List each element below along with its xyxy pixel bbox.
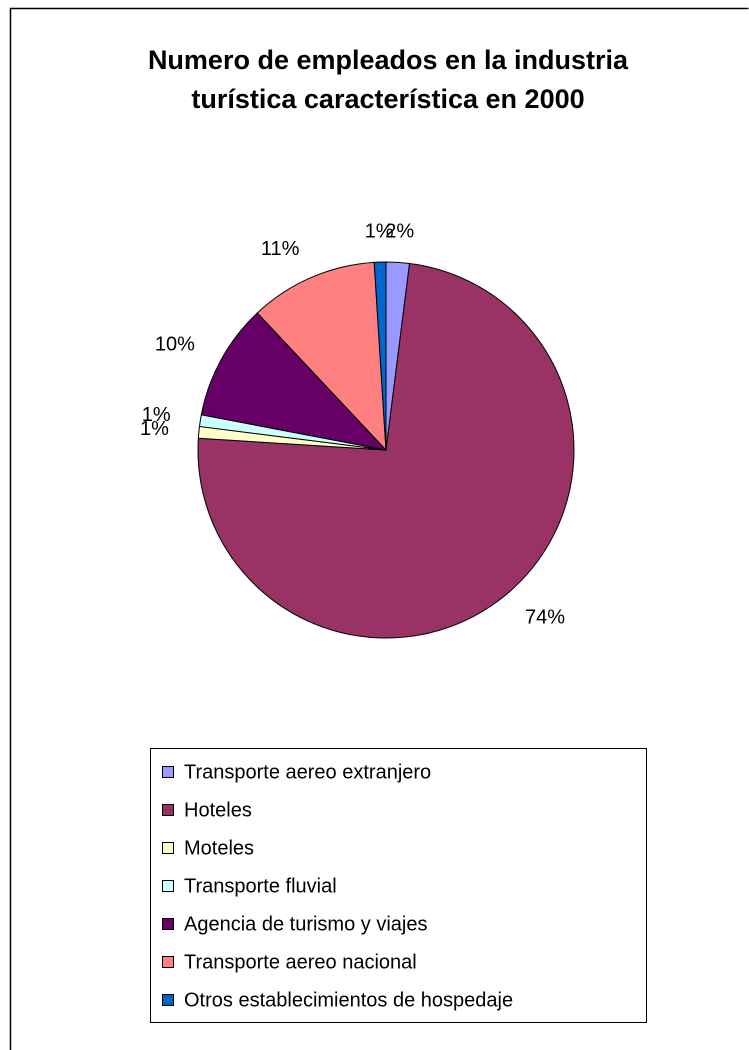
legend-label: Moteles xyxy=(184,837,254,859)
chart-title: turística característica en 2000 xyxy=(191,84,584,114)
legend-label: Hoteles xyxy=(184,799,252,821)
legend-swatch xyxy=(162,956,174,968)
data-label: 11% xyxy=(261,238,300,260)
legend-label: Transporte aereo extranjero xyxy=(184,761,431,783)
data-label: 1% xyxy=(140,418,169,440)
data-label: 10% xyxy=(155,333,195,355)
legend-label: Agencia de turismo y viajes xyxy=(184,913,427,935)
chart-frame xyxy=(9,7,749,1050)
pie-slice xyxy=(197,262,575,639)
data-label: 2% xyxy=(385,221,414,243)
chart-title: Numero de empleados en la industria xyxy=(148,45,629,75)
pie-slice xyxy=(256,261,387,452)
legend-label: Transporte fluvial xyxy=(184,875,337,897)
legend-swatch xyxy=(162,804,174,816)
legend-label: Otros establecimientos de hospedaje xyxy=(184,989,513,1011)
legend-swatch xyxy=(162,918,174,930)
data-label: 74% xyxy=(525,606,565,628)
legend-swatch xyxy=(162,994,174,1006)
legend-label: Transporte aereo nacional xyxy=(184,951,417,973)
pie-slice xyxy=(200,312,388,451)
legend-box xyxy=(150,748,647,1023)
data-label: 1% xyxy=(142,404,171,426)
legend-swatch xyxy=(162,842,174,854)
data-label: 1% xyxy=(365,220,394,242)
legend-swatch xyxy=(162,880,174,892)
legend-swatch xyxy=(162,766,174,778)
pie-slice xyxy=(373,261,387,451)
